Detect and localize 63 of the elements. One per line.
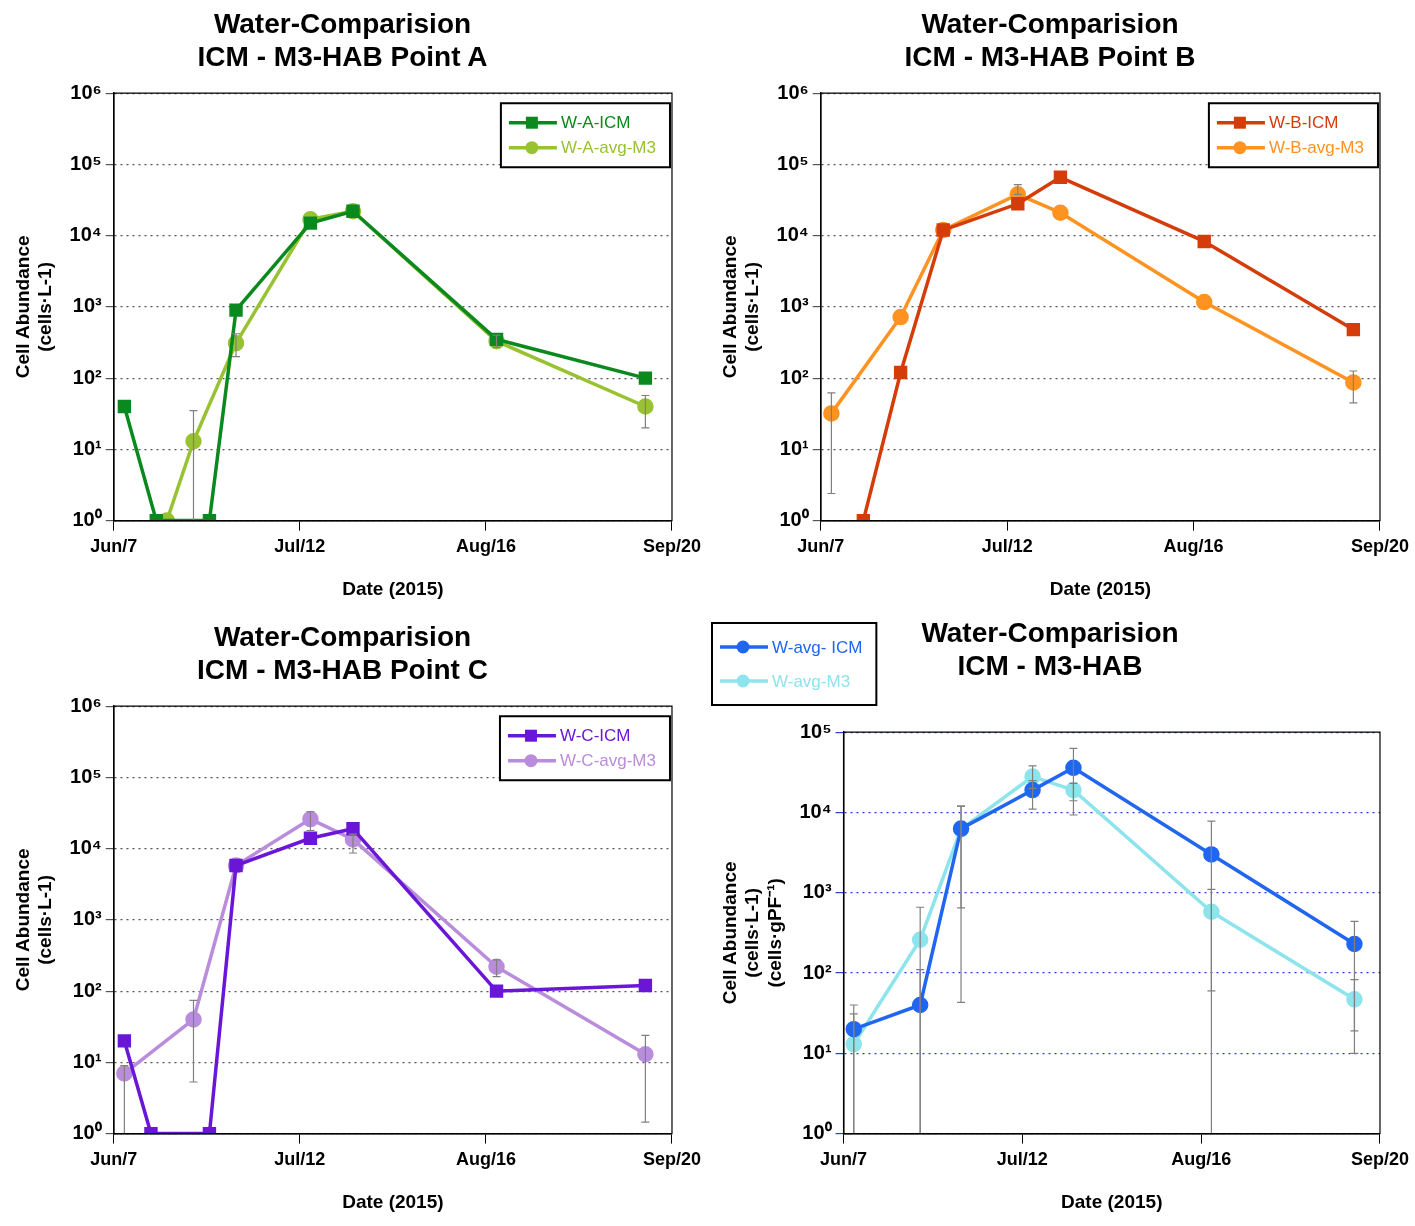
x-tick-label: Sep/20 — [642, 1149, 702, 1170]
x-tick-label: Sep/20 — [1350, 1149, 1410, 1170]
y-tick-label: 10⁵ — [70, 151, 102, 174]
y-tick-label: 10³ — [779, 294, 810, 317]
y-tick-label: 10⁵ — [70, 764, 102, 787]
y-tick-label: 10² — [72, 365, 103, 388]
y-tick-label: 10² — [72, 978, 103, 1001]
y-axis-title: Cell Abundance (cells·L-1) — [718, 235, 763, 379]
y-tick-label: 10⁴ — [69, 223, 102, 246]
legend-label: W-C-ICM — [559, 726, 631, 746]
y-tick-label: 10¹ — [802, 1040, 832, 1063]
x-tick-label: Jul/12 — [996, 1149, 1048, 1170]
legend-label: W-B-ICM — [1268, 113, 1339, 133]
legend-label: W-B-avg-M3 — [1268, 138, 1364, 158]
x-tick-label: Jul/12 — [274, 1149, 326, 1170]
legend-label: W-A-avg-M3 — [560, 138, 656, 158]
chart-title: Water-Comparision ICM - M3-HAB Point C — [197, 620, 488, 686]
x-tick-label: Aug/16 — [455, 1149, 516, 1170]
y-axis-title: Cell Abundance (cells·L-1) — [11, 848, 56, 992]
x-tick-label: Jun/7 — [90, 1149, 138, 1170]
y-tick-label: 10⁶ — [70, 80, 102, 103]
y-tick-label: 10¹ — [72, 1049, 103, 1072]
legend-label: W-A-ICM — [560, 113, 631, 133]
y-tick-label: 10⁶ — [70, 693, 102, 716]
y-tick-label: 10¹ — [779, 436, 810, 459]
x-tick-label: Aug/16 — [455, 536, 516, 557]
y-tick-label: 10⁶ — [777, 80, 809, 103]
y-tick-label: 10⁴ — [69, 836, 102, 859]
x-tick-label: Jun/7 — [90, 536, 138, 557]
x-tick-label: Jun/7 — [820, 1149, 868, 1170]
x-tick-label: Sep/20 — [1350, 536, 1410, 557]
y-tick-label: 10⁰ — [779, 508, 809, 531]
y-axis-title: Cell Abundance (cells·L-1) — [11, 235, 56, 379]
x-tick-label: Jun/7 — [797, 536, 845, 557]
y-tick-label: 10⁵ — [777, 151, 809, 174]
legend-label: W-C-avg-M3 — [559, 751, 656, 771]
legend-label: W-avg-M3 — [772, 671, 851, 691]
y-tick-label: 10³ — [72, 294, 103, 317]
y-tick-label: 10⁴ — [799, 800, 832, 822]
y-tick-label: 10⁵ — [799, 719, 832, 742]
y-tick-label: 10³ — [802, 880, 832, 903]
legend-label: W-avg- ICM — [772, 637, 863, 657]
chart-title: Water-Comparision ICM - M3-HAB Point B — [904, 7, 1196, 73]
x-axis-title: Date (2015) — [342, 1190, 444, 1212]
y-tick-label: 10² — [802, 960, 832, 983]
y-tick-label: 10³ — [72, 907, 103, 930]
y-tick-label: 10¹ — [72, 436, 103, 459]
y-tick-label: 10⁰ — [72, 1121, 102, 1144]
y-axis-title: Cell Abundance (cells·L-1) (cells·gPF⁻¹) — [718, 861, 786, 1005]
x-tick-label: Jul/12 — [981, 536, 1033, 557]
x-axis-title: Date (2015) — [342, 577, 444, 599]
x-tick-label: Jul/12 — [274, 536, 326, 557]
chart-title: Water-Comparision ICM - M3-HAB — [921, 616, 1179, 682]
x-axis-title: Date (2015) — [1061, 1190, 1163, 1212]
y-tick-label: 10⁴ — [776, 223, 809, 246]
x-tick-label: Aug/16 — [1171, 1149, 1232, 1170]
y-tick-label: 10² — [779, 365, 810, 388]
y-tick-label: 10⁰ — [72, 508, 102, 531]
y-tick-label: 10⁰ — [802, 1121, 832, 1144]
chart-title: Water-Comparision ICM - M3-HAB Point A — [197, 7, 488, 73]
x-tick-label: Sep/20 — [642, 536, 702, 557]
x-axis-title: Date (2015) — [1049, 577, 1152, 599]
x-tick-label: Aug/16 — [1163, 536, 1224, 557]
